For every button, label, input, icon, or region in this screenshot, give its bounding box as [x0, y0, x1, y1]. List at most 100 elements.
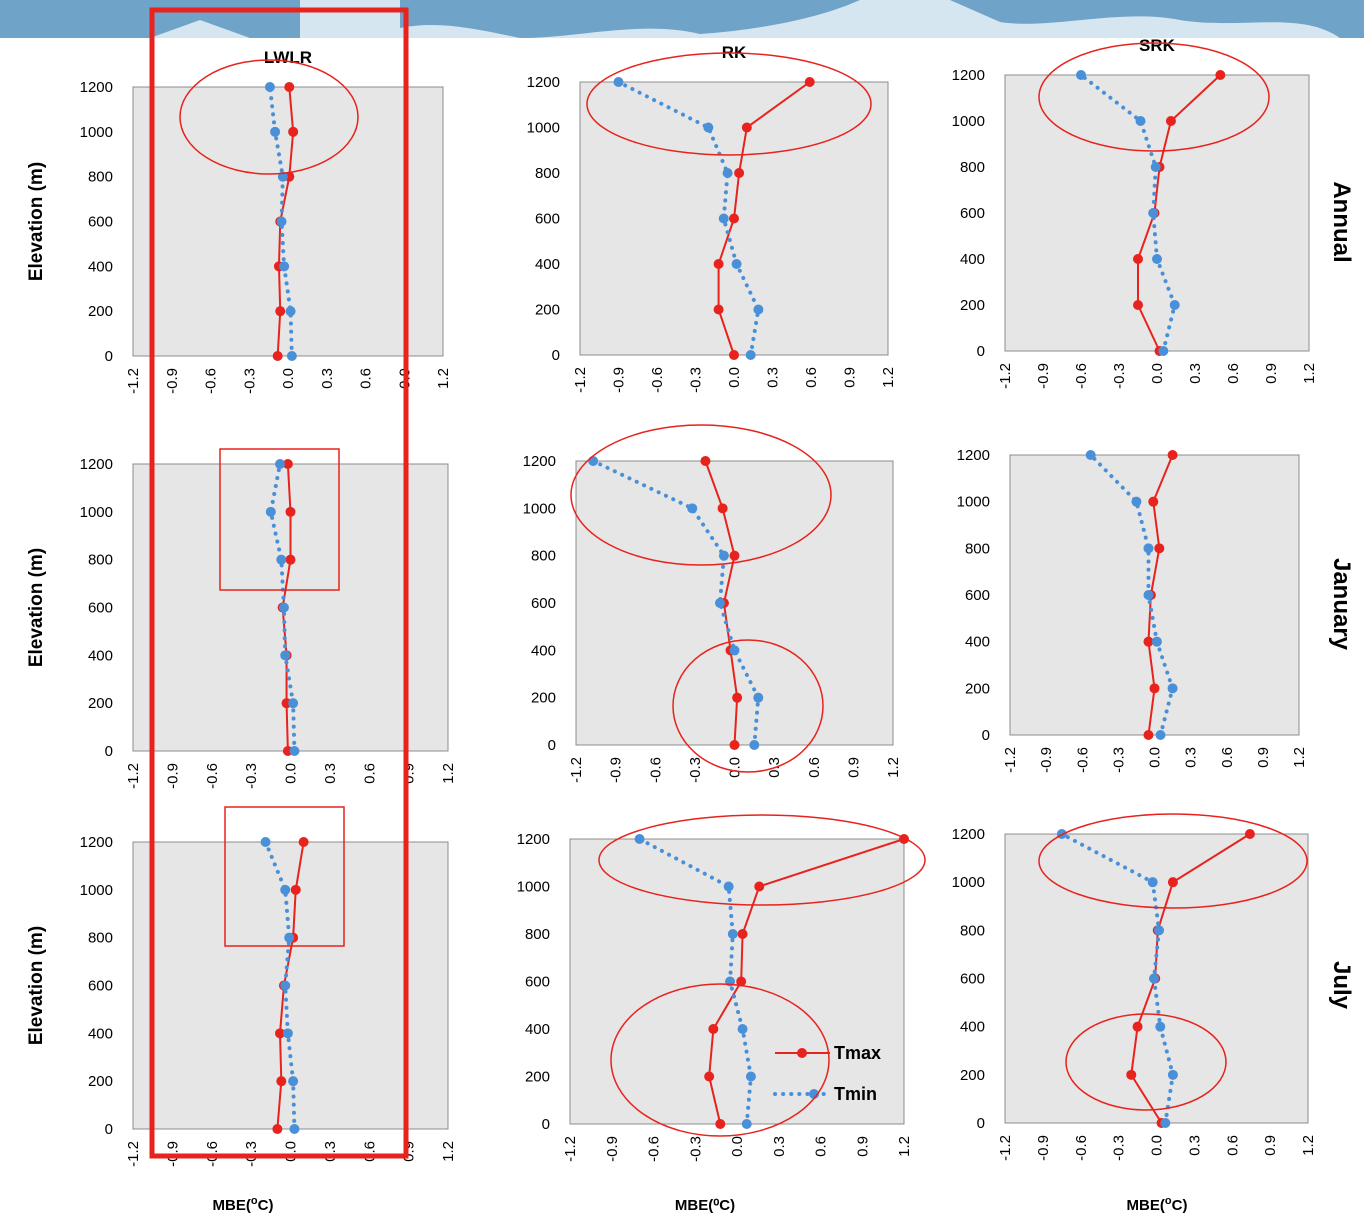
january-rk-tmin-point-2 [729, 645, 740, 656]
annotation-july-srk-lower-ellipse [1065, 1013, 1227, 1111]
july-srk-y-tick-600: 600 [960, 971, 985, 988]
annotation-annual-lwlr-ellipse [179, 59, 359, 175]
january-rk-y-tick-600: 600 [531, 595, 556, 612]
annual-srk-tmin-point-0 [1158, 346, 1169, 356]
july-lwlr-x-tick-5: 0.3 [322, 1141, 339, 1162]
january-srk-x-tick-0: -1.2 [1002, 747, 1019, 773]
july-rk-y-tick-400: 400 [525, 1021, 550, 1038]
january-lwlr-tmax-point-5 [285, 506, 296, 517]
annual-lwlr-y-tick-600: 600 [88, 214, 113, 231]
january-rk-tmax-point-4 [729, 550, 740, 561]
january-srk-x-tick-1: -0.9 [1038, 747, 1055, 773]
annual-srk-y-tick-800: 800 [960, 159, 985, 176]
january-srk-tmax-point-0 [1143, 730, 1154, 740]
annual-srk-y-tick-0: 0 [977, 343, 985, 360]
annual-lwlr-y-tick-1000: 1000 [80, 124, 113, 141]
annual-srk-tmin-point-3 [1148, 208, 1159, 218]
annual-srk-y-tick-400: 400 [960, 251, 985, 268]
annual-lwlr-tmax-point-1 [275, 306, 286, 317]
july-srk-y-tick-400: 400 [960, 1019, 985, 1036]
annual-rk-tmin-point-6 [613, 77, 624, 87]
annual-rk-tmax-point-0 [729, 350, 739, 360]
january-lwlr-tmin-point-6 [275, 459, 285, 469]
annual-rk-x-tick-4: 0.0 [726, 367, 743, 388]
row-label-annual: Annual [1328, 181, 1355, 262]
january-rk-x-tick-6: 0.6 [806, 757, 823, 778]
january-rk-tmin-point-4 [718, 550, 729, 561]
january-srk-x-tick-2: -0.6 [1074, 747, 1091, 773]
january-lwlr-y-axis-label: Elevation (m) [26, 548, 47, 667]
january-lwlr-y-tick-0: 0 [105, 743, 113, 760]
annual-srk-tmin-point-5 [1135, 116, 1146, 126]
july-srk-tmin-point-1 [1167, 1069, 1178, 1080]
banner-wave-mid [400, 0, 860, 38]
annual-srk-x-tick-6: 0.6 [1225, 363, 1242, 384]
january-srk-x-tick-6: 0.6 [1219, 747, 1236, 768]
january-srk-tmin-point-4 [1143, 543, 1154, 554]
july-srk-x-tick-7: 0.9 [1262, 1135, 1279, 1156]
annual-rk-tmin-point-5 [703, 122, 714, 133]
annual-srk-tmin-point-2 [1152, 254, 1162, 264]
july-srk-x-tick-4: 0.0 [1149, 1135, 1166, 1156]
july-rk-y-tick-600: 600 [525, 974, 550, 991]
annual-srk-tmax-point-5 [1165, 116, 1176, 126]
january-lwlr-x-tick-1: -0.9 [164, 763, 181, 789]
january-srk-y-tick-0: 0 [982, 727, 990, 744]
january-lwlr-x-tick-6: 0.6 [361, 763, 378, 784]
annual-lwlr-y-tick-200: 200 [88, 303, 113, 320]
january-srk-tmax-point-2 [1143, 636, 1154, 647]
january-lwlr-y-tick-1200: 1200 [80, 456, 113, 473]
july-lwlr-y-tick-1200: 1200 [80, 834, 113, 851]
july-lwlr-y-tick-200: 200 [88, 1073, 113, 1090]
january-rk-tmin-point-0 [749, 740, 760, 750]
january-rk-tmax-point-5 [717, 503, 728, 514]
january-rk-tmin-point-1 [753, 692, 764, 703]
annual-srk-tmax-point-1 [1133, 300, 1143, 310]
annual-srk-tmin-point-4 [1150, 162, 1161, 172]
annual-rk-y-tick-800: 800 [535, 165, 560, 182]
annual-rk-x-tick-1: -0.9 [611, 367, 628, 393]
july-rk-tmax-point-0 [715, 1119, 726, 1129]
january-rk-y-tick-1200: 1200 [523, 453, 556, 470]
january-lwlr-y-tick-800: 800 [88, 552, 113, 569]
january-srk-tmin-point-3 [1143, 590, 1154, 600]
annual-srk-x-tick-4: 0.0 [1149, 363, 1166, 384]
annual-lwlr-x-tick-2: -0.6 [203, 368, 220, 394]
annual-lwlr-tmax-point-6 [284, 82, 295, 92]
july-lwlr-y-axis-label: Elevation (m) [26, 926, 47, 1045]
january-rk-x-tick-0: -1.2 [568, 757, 585, 783]
january-lwlr-tmin-point-0 [289, 746, 300, 756]
july-lwlr-tmax-point-2 [275, 1028, 285, 1039]
annual-rk-tmax-point-3 [729, 213, 739, 224]
january-lwlr-y-tick-400: 400 [88, 647, 113, 664]
annual-srk-x-tick-7: 0.9 [1263, 363, 1280, 384]
july-rk-tmin-point-4 [727, 929, 738, 939]
x-axis-label-right: MBE(oC) [1127, 1195, 1188, 1214]
annual-rk-tmin-point-2 [731, 259, 742, 269]
january-srk-tmin-point-0 [1155, 730, 1166, 740]
july-lwlr-y-tick-800: 800 [88, 930, 113, 947]
january-lwlr-y-tick-1000: 1000 [80, 504, 113, 521]
annual-rk-x-tick-0: -1.2 [572, 367, 589, 393]
july-rk-tmax-point-1 [704, 1071, 715, 1082]
july-rk-y-tick-0: 0 [542, 1116, 550, 1133]
january-srk-tmax-point-5 [1148, 496, 1159, 507]
january-srk-x-tick-3: -0.3 [1110, 747, 1127, 773]
x-axis-label-middle: MBE(⁰C) [675, 1197, 735, 1214]
annual-lwlr-tmin-point-3 [276, 216, 287, 227]
july-lwlr-y-tick-600: 600 [88, 978, 113, 995]
july-rk-x-tick-0: -1.2 [562, 1136, 579, 1162]
july-rk-tmin-point-5 [723, 881, 734, 892]
january-lwlr-x-tick-2: -0.6 [204, 763, 221, 789]
july-srk-x-tick-2: -0.6 [1073, 1135, 1090, 1161]
july-srk-tmin-point-4 [1154, 925, 1165, 936]
july-lwlr-x-tick-0: -1.2 [125, 1141, 142, 1167]
july-lwlr-y-tick-1000: 1000 [80, 882, 113, 899]
july-lwlr-tmax-point-0 [272, 1124, 283, 1134]
annual-srk-y-tick-200: 200 [960, 297, 985, 314]
annual-rk-tmax-point-4 [734, 168, 745, 178]
january-lwlr-tmax-point-6 [282, 459, 293, 469]
annual-lwlr-tmax-point-5 [288, 126, 299, 137]
annual-srk-x-tick-2: -0.6 [1073, 363, 1090, 389]
january-srk-tmax-point-1 [1149, 683, 1160, 694]
